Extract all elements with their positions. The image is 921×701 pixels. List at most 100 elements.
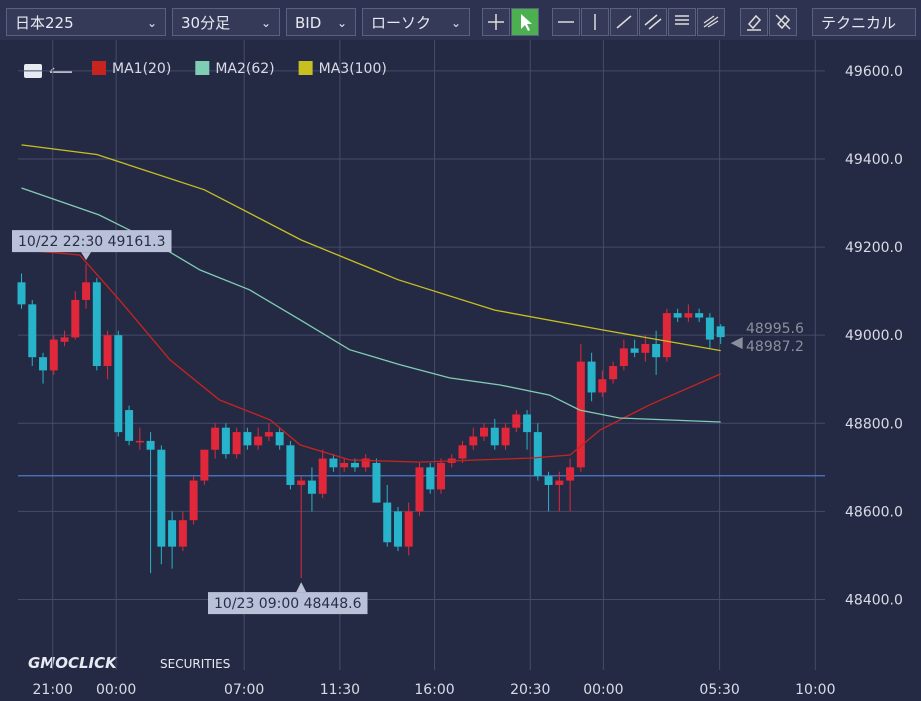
x-tick-label: 11:30 (320, 682, 360, 698)
candle-body (662, 313, 671, 358)
candle-body (716, 326, 725, 338)
candle-body (200, 449, 209, 481)
candle-body (695, 313, 704, 318)
candle-body (275, 432, 284, 446)
legend-swatch (92, 61, 106, 75)
candle-body (544, 476, 553, 485)
candle-body (286, 445, 295, 485)
candle-body (39, 357, 48, 371)
candle-body (60, 337, 69, 342)
style-select[interactable]: ローソク ⌄ (362, 8, 470, 36)
side-select[interactable]: BID ⌄ (286, 8, 356, 36)
annotation-label: 10/22 22:30 49161.3 (18, 234, 166, 250)
annotation-box (12, 230, 172, 253)
candle-body (576, 361, 585, 468)
candle-body (630, 348, 639, 353)
logo-suffix: SECURITIES (160, 657, 230, 671)
candle-body (254, 436, 263, 446)
candle-body (372, 462, 381, 503)
x-tick-label: 21:00 (33, 682, 73, 698)
channel-tool[interactable] (639, 8, 667, 36)
candle-body (587, 361, 596, 393)
candle-body (415, 467, 424, 512)
technical-button[interactable]: テクニカル (812, 8, 916, 36)
ma-line (21, 144, 721, 352)
annotation: 10/22 22:30 49161.3 (12, 230, 172, 261)
legend-icon (49, 67, 72, 73)
y-tick-label: 48400.0 (845, 593, 903, 609)
candle-body (92, 282, 101, 367)
candle-body (523, 414, 532, 433)
candle-body (168, 520, 177, 547)
candle-body (82, 282, 91, 300)
ma-line (21, 187, 721, 423)
candle-body (189, 480, 198, 521)
candle-body (533, 432, 542, 477)
fr-tool[interactable] (668, 8, 696, 36)
x-tick-label: 07:00 (224, 682, 264, 698)
candle-body (157, 449, 166, 547)
candle-body (221, 427, 230, 455)
technical: テクニカル (821, 14, 897, 32)
y-tick-label: 48800.0 (845, 416, 903, 432)
y-tick-label: 48600.0 (845, 504, 903, 520)
timeframe: 30分足 (181, 14, 231, 32)
ma-line (21, 249, 721, 463)
trend-tool[interactable] (610, 8, 638, 36)
candle-body (243, 432, 252, 446)
x-tick-label: 00:00 (583, 682, 623, 698)
symbol: 日本225 (15, 14, 74, 32)
candle-body (146, 440, 155, 450)
annotation-label: 10/23 09:00 48448.6 (214, 596, 362, 612)
candle-body (684, 313, 693, 318)
candle-body (114, 335, 123, 433)
chart-style: ローソク (371, 14, 432, 32)
y-tick-label: 49600.0 (845, 64, 903, 80)
symbol-select[interactable]: 日本225 ⌄ (6, 8, 166, 36)
candle-body (490, 427, 499, 446)
y-tick-label: 49000.0 (845, 328, 903, 344)
annotation-box (208, 592, 368, 615)
candle-body (350, 462, 359, 468)
erase-all-tool[interactable] (769, 8, 797, 36)
annotation-pointer (81, 252, 92, 261)
candle-body (705, 317, 714, 340)
candle-body (211, 427, 220, 450)
candle-body (437, 462, 446, 490)
y-tick-label: 49200.0 (845, 240, 903, 256)
candle-body (652, 343, 661, 358)
icon (488, 14, 504, 30)
candle-body (49, 339, 58, 371)
x-tick-label: 16:00 (414, 682, 454, 698)
hline-tool[interactable] (552, 8, 580, 36)
icon (616, 15, 632, 29)
ff-tool[interactable] (697, 8, 725, 36)
last-price-label: 48995.6 (746, 321, 804, 337)
candle-body (307, 480, 316, 494)
vline-tool[interactable] (581, 8, 609, 36)
candle-body (361, 458, 370, 468)
icon (558, 21, 574, 23)
candle-body (71, 299, 80, 338)
timeframe-select[interactable]: 30分足 ⌄ (172, 8, 280, 36)
legend-label: MA3(100) (319, 61, 387, 77)
candle-body (566, 467, 575, 481)
logo-brand: GMOCLICK (28, 654, 118, 672)
chart: GMOCLICK SECURITIES 48400.0 48600.0 48800.… (12, 40, 903, 698)
side: BID (295, 14, 322, 32)
toolbar: 日本225 ⌄ 30分足 ⌄ BID ⌄ ローソク ⌄ テクニカル (0, 0, 921, 40)
candle-body (609, 366, 618, 380)
candle-body (103, 335, 112, 367)
icon (775, 14, 791, 30)
y-tick-label: 49400.0 (845, 152, 903, 168)
crosshair-tool[interactable] (482, 8, 510, 36)
eraser-tool[interactable] (740, 8, 768, 36)
legend-label: MA2(62) (215, 61, 274, 77)
pointer-tool[interactable] (511, 8, 539, 36)
candle-body (125, 410, 134, 441)
candle-body (329, 458, 338, 468)
icon (747, 14, 762, 31)
candle-body (383, 502, 392, 543)
annotation-pointer (296, 582, 307, 593)
